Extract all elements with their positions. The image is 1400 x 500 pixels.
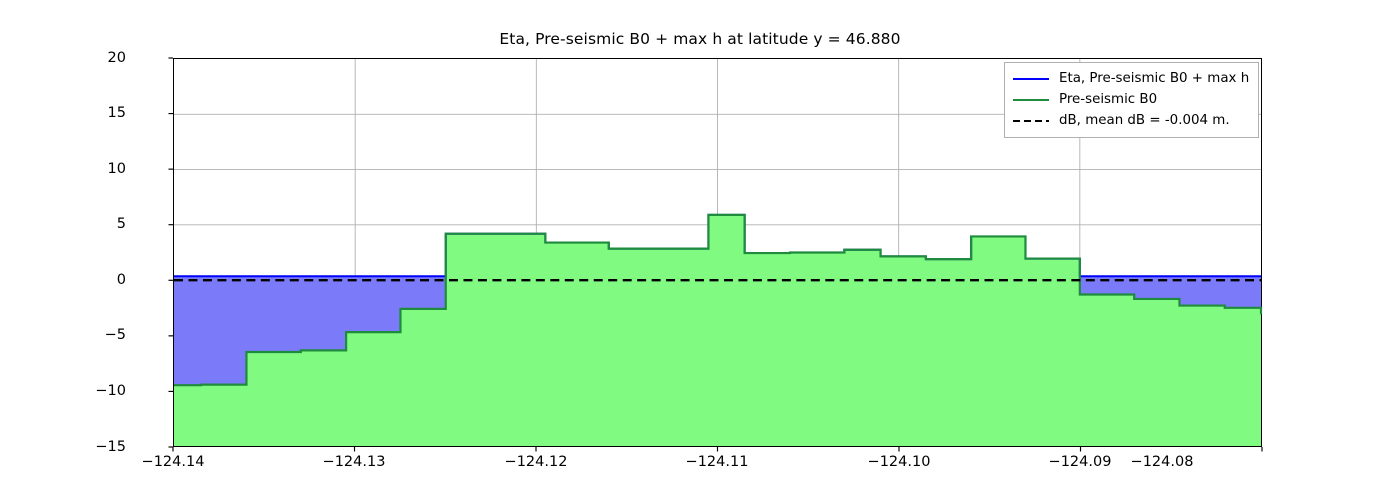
plot-area bbox=[173, 58, 1263, 447]
x-tick-label-5: −124.09 bbox=[1048, 454, 1112, 470]
x-tick-label-3: −124.11 bbox=[685, 454, 749, 470]
legend-swatch-eta bbox=[1012, 72, 1050, 86]
x-tick-label-2: −124.12 bbox=[504, 454, 568, 470]
y-tick-label-0: 0 bbox=[116, 272, 126, 288]
y-tick-label-neg10: −10 bbox=[95, 383, 126, 399]
data-series-layer bbox=[174, 213, 1263, 446]
legend-item-eta: Eta, Pre-seismic B0 + max h bbox=[1012, 68, 1251, 89]
y-tick-label-15: 15 bbox=[107, 105, 126, 121]
y-tick-label-5: 5 bbox=[116, 216, 126, 232]
y-tick-label-neg15: −15 bbox=[95, 439, 126, 455]
y-tick-label-neg5: −5 bbox=[104, 327, 126, 343]
legend-label-b0: Pre-seismic B0 bbox=[1059, 92, 1158, 107]
legend-label-eta: Eta, Pre-seismic B0 + max h bbox=[1059, 71, 1250, 86]
y-tick-label-10: 10 bbox=[107, 161, 126, 177]
legend-item-b0: Pre-seismic B0 bbox=[1012, 89, 1251, 110]
legend-swatch-b0 bbox=[1012, 93, 1050, 107]
x-tick-label-0: −124.14 bbox=[141, 454, 205, 470]
chart-title: Eta, Pre-seismic B0 + max h at latitude … bbox=[499, 30, 901, 48]
x-tick-label-1: −124.13 bbox=[322, 454, 386, 470]
y-tick-label-20: 20 bbox=[107, 50, 126, 66]
legend-item-db: dB, mean dB = -0.004 m. bbox=[1012, 110, 1251, 131]
legend-label-db: dB, mean dB = -0.004 m. bbox=[1059, 113, 1230, 128]
legend-swatch-db bbox=[1012, 114, 1050, 128]
legend: Eta, Pre-seismic B0 + max h Pre-seismic … bbox=[1004, 62, 1259, 138]
x-tick-label-4: −124.10 bbox=[867, 454, 931, 470]
x-tick-label-6: −124.08 bbox=[1130, 454, 1194, 470]
